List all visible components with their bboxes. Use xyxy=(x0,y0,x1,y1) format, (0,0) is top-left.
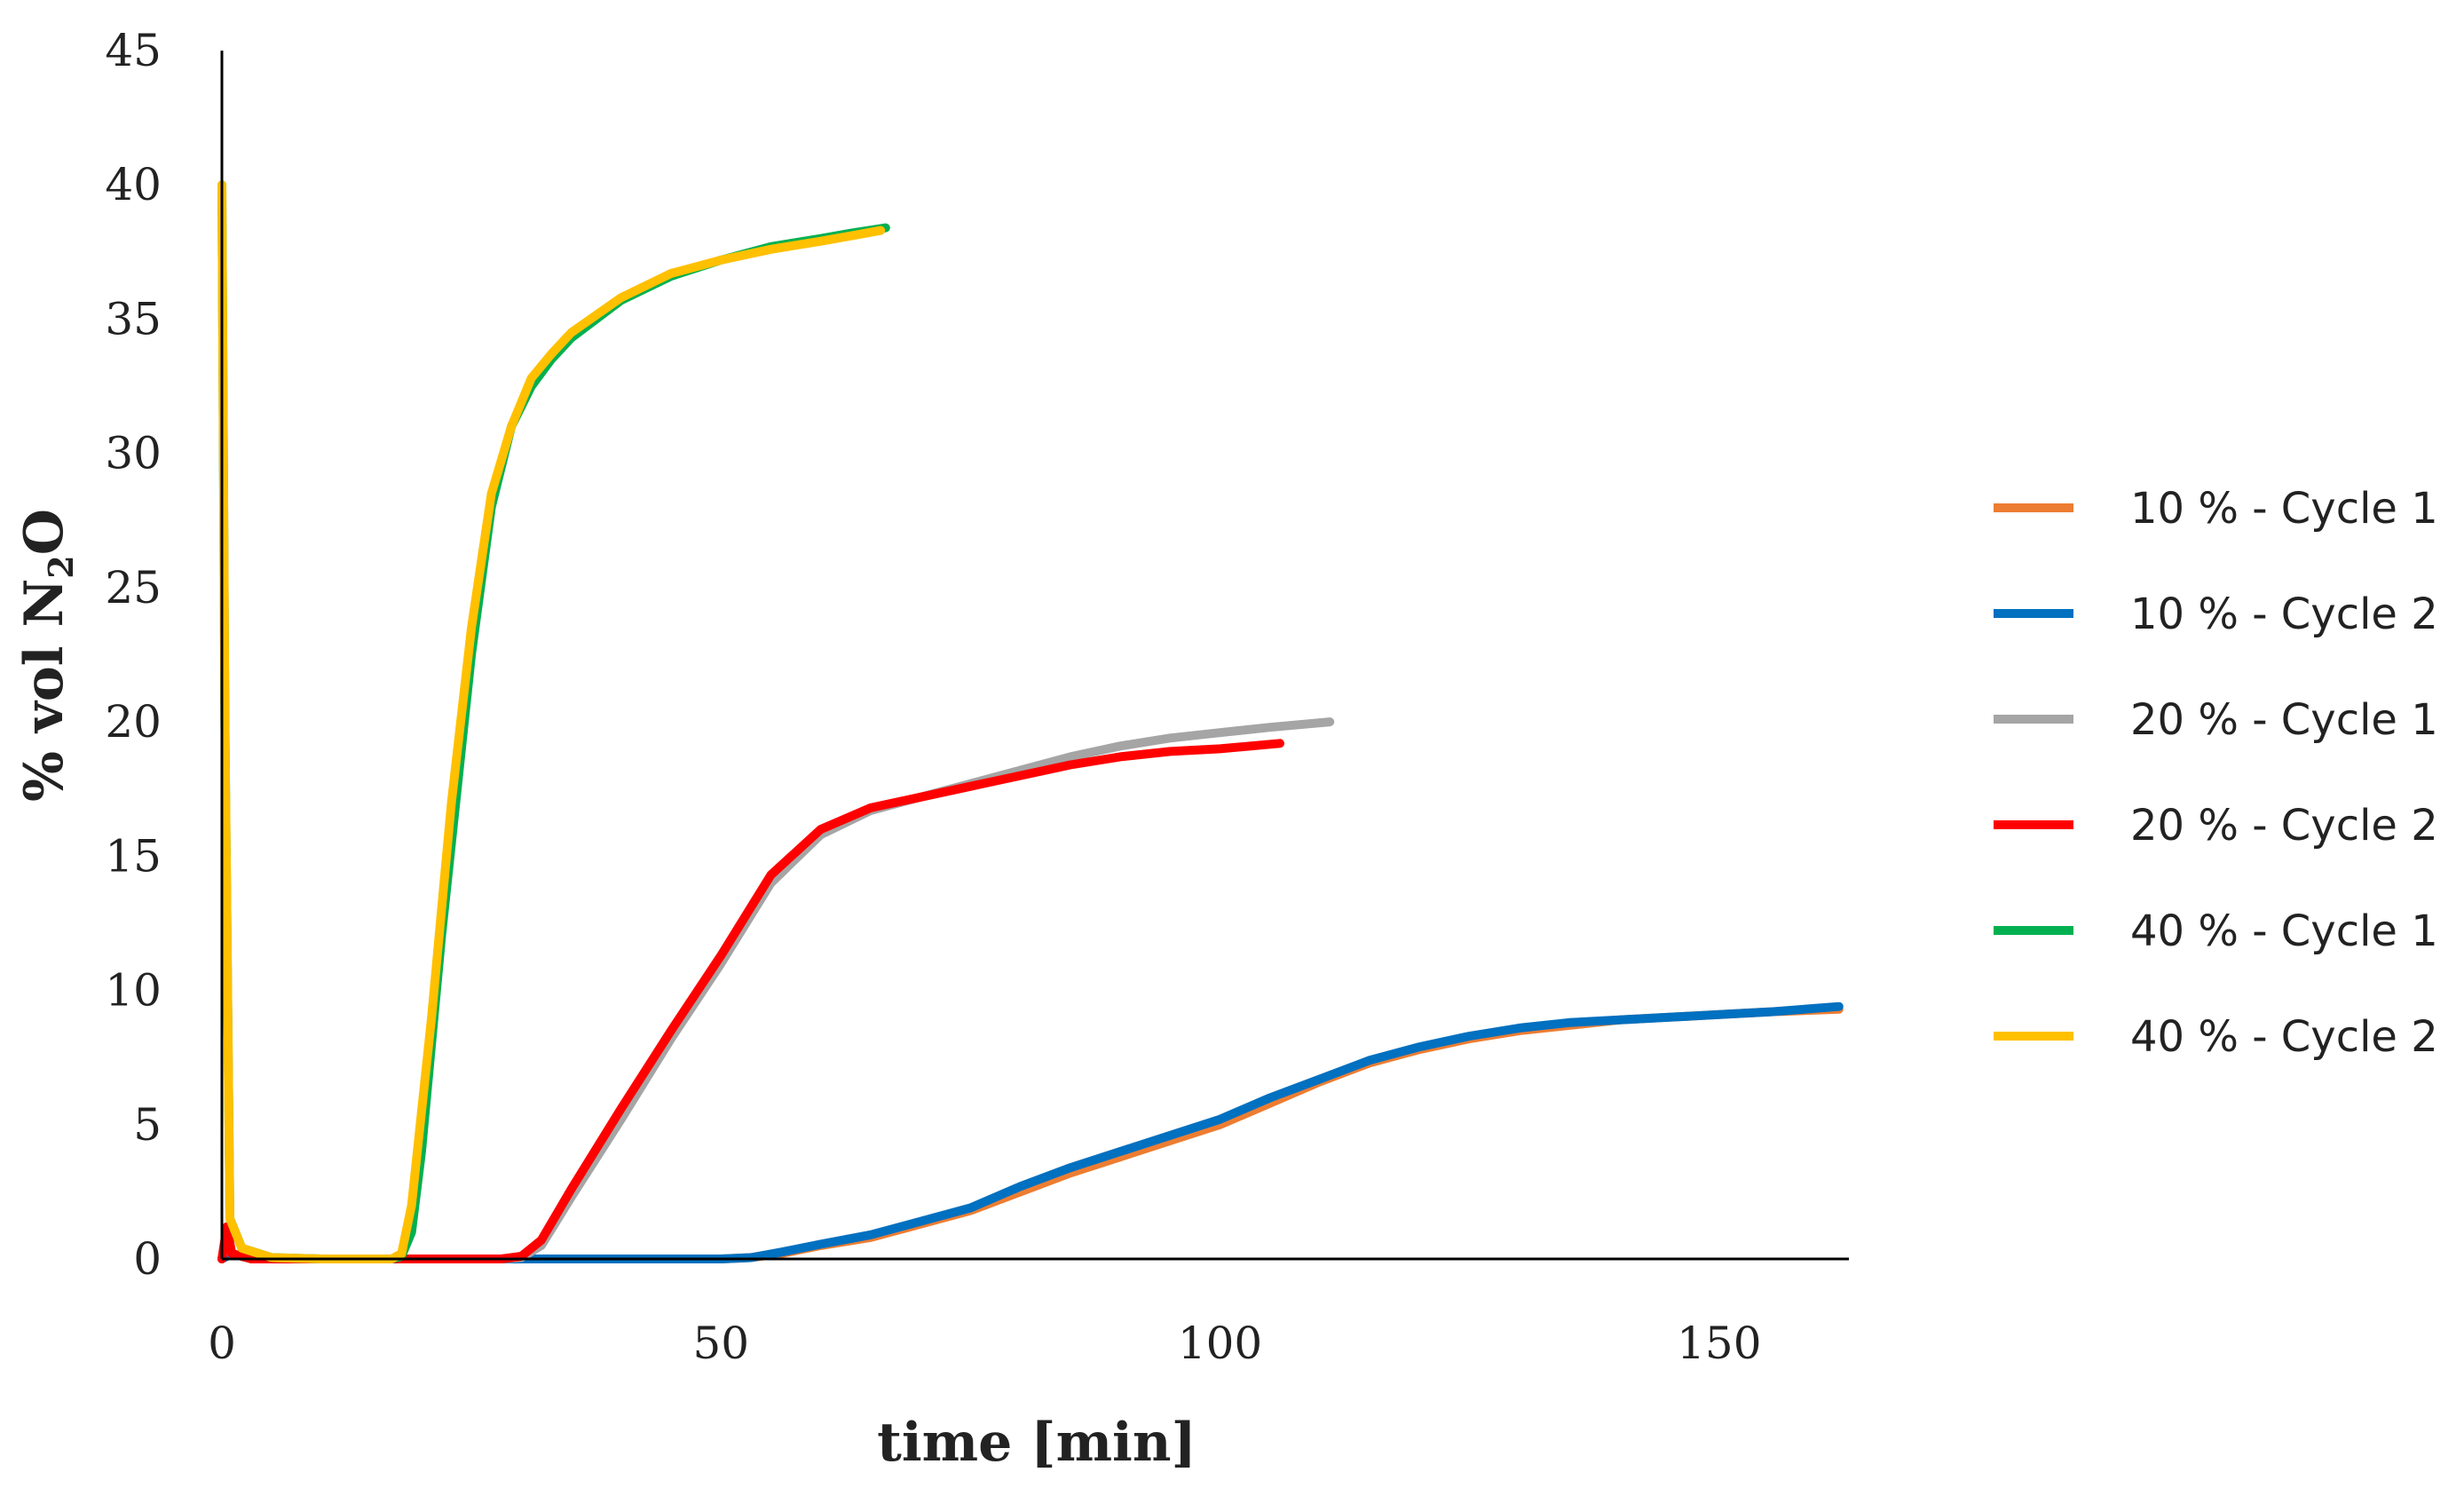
y-tick-label: 45 xyxy=(105,25,162,76)
series-line xyxy=(217,739,1284,1263)
x-tick-label: 150 xyxy=(1677,1318,1761,1369)
y-axis-title: % vol N2O xyxy=(13,509,81,802)
y-axis-title-subscript: 2 xyxy=(41,555,81,578)
y-tick-label: 10 xyxy=(105,965,162,1017)
legend-label: 40 % - Cycle 2 xyxy=(2130,1012,2438,1062)
legend-label: 10 % - Cycle 1 xyxy=(2130,484,2438,534)
series-line xyxy=(217,717,1335,1263)
series-line xyxy=(217,1001,1844,1263)
y-tick-label: 25 xyxy=(105,562,162,613)
x-axis-title: time [min] xyxy=(877,1412,1196,1474)
series-lines xyxy=(217,180,1844,1263)
legend-label: 10 % - Cycle 2 xyxy=(2130,590,2438,639)
y-tick-label: 35 xyxy=(105,293,162,344)
y-tick-label: 0 xyxy=(133,1233,162,1285)
y-axis-title-end: O xyxy=(13,509,75,555)
series-line xyxy=(217,180,886,1263)
y-axis-ticks: 0 5 10 15 20 25 30 35 40 45 xyxy=(105,25,162,1285)
legend-label: 20 % - Cycle 1 xyxy=(2130,695,2438,745)
y-tick-label: 20 xyxy=(105,696,162,748)
legend: 10 % - Cycle 1 10 % - Cycle 2 20 % - Cycle… xyxy=(1994,484,2438,1062)
legend-label: 20 % - Cycle 2 xyxy=(2130,801,2438,851)
y-tick-label: 15 xyxy=(105,830,162,882)
y-tick-label: 40 xyxy=(105,159,162,210)
x-axis-ticks: 0 50 100 150 xyxy=(208,1318,1761,1369)
series-line xyxy=(217,1004,1844,1263)
y-tick-label: 5 xyxy=(133,1099,162,1151)
y-axis-title-main: % vol N xyxy=(13,579,75,802)
x-tick-label: 100 xyxy=(1178,1318,1262,1369)
y-tick-label: 30 xyxy=(105,428,162,479)
x-tick-label: 50 xyxy=(692,1318,749,1369)
x-tick-label: 0 xyxy=(208,1318,236,1369)
legend-label: 40 % - Cycle 1 xyxy=(2130,906,2438,956)
